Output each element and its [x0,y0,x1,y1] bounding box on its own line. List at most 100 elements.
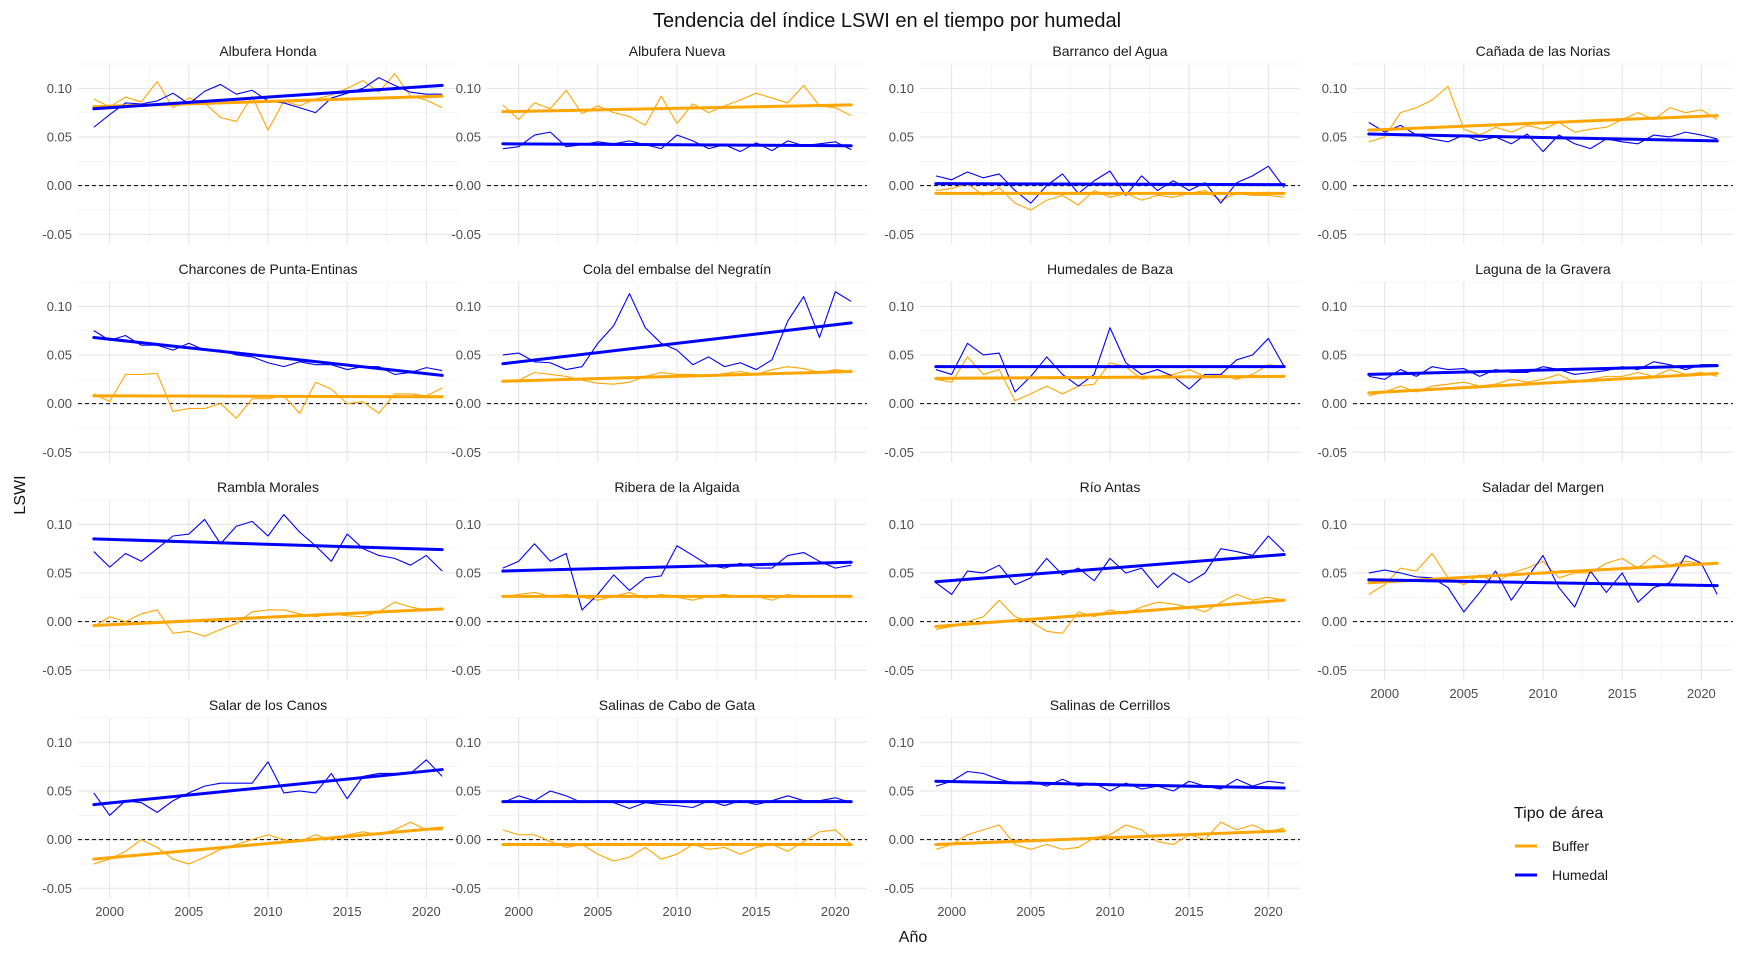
y-tick-label: 0.00 [889,614,914,629]
panel-title: Albufera Honda [219,43,317,59]
y-tick-label: 0.05 [47,783,72,798]
series-line-humedal [935,165,1285,204]
panel-rambla-morales: Rambla Morales -0.05 0.00 0.05 0.10 [42,479,458,680]
trend-line-humedal [92,537,444,552]
trend-line-humedal [1367,364,1719,376]
y-tick-label: -0.05 [42,445,72,460]
series-line-buffer [935,593,1285,634]
legend-label-buffer: Buffer [1552,838,1589,854]
trend-line-humedal [501,560,853,573]
panel-title: Ribera de la Algaida [614,479,740,495]
panel-ribera-de-la-algaida: Ribera de la Algaida -0.05 0.00 0.05 0.10 [451,479,867,680]
trend-line-humedal [92,83,444,111]
panel-saladar-del-margen: Saladar del Margen -0.05 0.00 0.05 0.10 2000 2… [1317,479,1733,701]
x-tick-label: 2005 [174,904,203,919]
x-axis-title: Año [899,929,928,946]
x-tick-label: 2020 [821,904,850,919]
x-tick-label: 2015 [1175,904,1204,919]
y-tick-label: -0.05 [42,227,72,242]
y-tick-label: -0.05 [1317,227,1347,242]
y-tick-label: 0.10 [456,81,481,96]
panel-title: Humedales de Baza [1047,261,1173,277]
panel-title: Salinas de Cabo de Gata [599,697,756,713]
y-tick-label: 0.10 [1322,81,1347,96]
trend-line-humedal [92,768,444,807]
series-line-humedal [502,291,852,371]
trend-line-buffer [1367,371,1719,395]
series-line-humedal [935,327,1285,393]
x-tick-label: 2005 [583,904,612,919]
trend-line-buffer [92,607,444,628]
y-tick-label: 0.00 [456,178,481,193]
x-tick-label: 2000 [1370,686,1399,701]
series-line-humedal [93,514,443,572]
y-tick-label: -0.05 [1317,663,1347,678]
x-tick-label: 2010 [1096,904,1125,919]
panel-rio-antas: Río Antas -0.05 0.00 0.05 0.10 [884,479,1300,680]
y-tick-label: 0.00 [456,396,481,411]
series-line-humedal [93,759,443,816]
y-tick-label: 0.05 [1322,129,1347,144]
y-axis-title: LSWI [12,475,29,514]
y-tick-label: 0.10 [889,735,914,750]
y-tick-label: 0.00 [889,178,914,193]
panel-laguna-de-la-gravera: Laguna de la Gravera -0.05 0.00 0.05 0.10 [1317,261,1733,462]
y-tick-label: 0.00 [1322,614,1347,629]
x-tick-label: 2005 [1449,686,1478,701]
y-tick-label: 0.00 [456,614,481,629]
panel-salar-de-los-canos: Salar de los Canos -0.05 0.00 0.05 0.10 2000 2… [42,697,458,919]
series-line-humedal [1368,361,1718,380]
y-tick-label: -0.05 [451,227,481,242]
series-line-buffer [502,84,852,126]
y-tick-label: 0.00 [1322,178,1347,193]
y-tick-label: 0.05 [889,129,914,144]
x-tick-label: 2015 [1608,686,1637,701]
trend-line-buffer [92,394,444,399]
panel-title: Salar de los Canos [209,697,327,713]
y-tick-label: -0.05 [42,881,72,896]
legend-title: Tipo de área [1514,805,1603,822]
x-tick-label: 2000 [95,904,124,919]
y-tick-label: -0.05 [451,445,481,460]
panel-humedales-de-baza: Humedales de Baza -0.05 0.00 0.05 0.10 [884,261,1300,462]
y-tick-label: 0.10 [456,517,481,532]
x-tick-label: 2020 [412,904,441,919]
y-tick-label: 0.05 [456,783,481,798]
y-tick-label: 0.05 [1322,565,1347,580]
series-line-humedal [935,535,1285,595]
trend-line-humedal [934,552,1286,584]
panel-salinas-de-cerrillos: Salinas de Cerrillos -0.05 0.00 0.05 0.10 200… [884,697,1300,919]
panel-salinas-de-cabo-de-gata: Salinas de Cabo de Gata -0.05 0.00 0.05 0.10… [451,697,867,919]
y-tick-label: 0.05 [889,565,914,580]
y-tick-label: 0.10 [1322,517,1347,532]
y-tick-label: -0.05 [451,663,481,678]
trend-line-humedal [934,182,1286,187]
panel-title: Rambla Morales [217,479,319,495]
panel-charcones-de-punta-entinas: Charcones de Punta-Entinas -0.05 0.00 0.05 0… [42,261,458,462]
trend-line-humedal [501,321,853,366]
series-line-buffer [935,183,1285,211]
trend-line-buffer [501,370,853,383]
y-tick-label: 0.10 [1322,299,1347,314]
series-line-buffer [935,821,1285,850]
y-tick-label: 0.10 [47,81,72,96]
panel-title: Saladar del Margen [1482,479,1604,495]
panel-canada-de-las-norias: Cañada de las Norias -0.05 0.00 0.05 0.10 [1317,43,1733,244]
trend-line-humedal [934,779,1286,790]
panel-title: Cola del embalse del Negratín [583,261,771,277]
panels: Albufera Honda-0.050.000.050.10Albufera … [42,43,1733,919]
y-tick-label: 0.00 [456,832,481,847]
y-tick-label: -0.05 [884,445,914,460]
y-tick-label: 0.10 [456,299,481,314]
y-tick-label: 0.05 [1322,347,1347,362]
x-tick-label: 2015 [742,904,771,919]
panel-cola-del-embalse-del-negratin: Cola del embalse del Negratín -0.05 0.00 0.… [451,261,867,462]
y-tick-label: 0.10 [456,735,481,750]
y-tick-label: 0.10 [889,299,914,314]
panel-title: Charcones de Punta-Entinas [179,261,358,277]
y-tick-label: -0.05 [884,881,914,896]
panel-title: Cañada de las Norias [1476,43,1611,59]
x-tick-label: 2015 [333,904,362,919]
series-line-buffer [1368,552,1718,595]
